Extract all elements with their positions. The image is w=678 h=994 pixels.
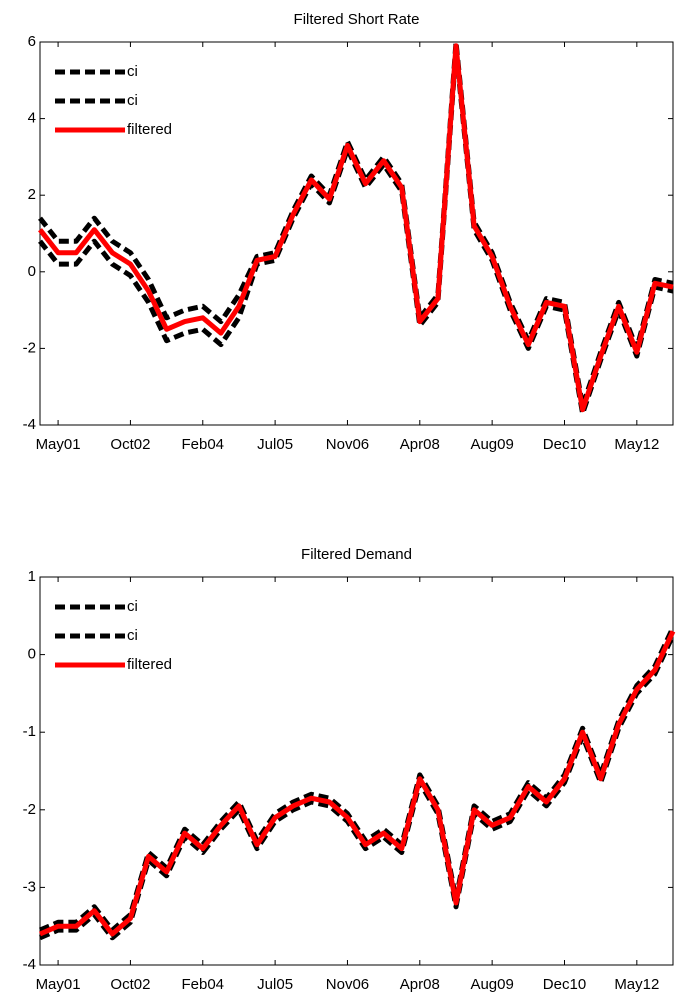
x-tick-label: Nov06 bbox=[326, 976, 369, 993]
x-tick-label: Feb04 bbox=[181, 436, 224, 453]
y-tick-label: 1 bbox=[28, 568, 36, 585]
y-tick-label: -3 bbox=[23, 878, 36, 895]
y-tick-label: 2 bbox=[28, 186, 36, 203]
x-tick-label: Jul05 bbox=[257, 436, 293, 453]
y-tick-label: 0 bbox=[28, 263, 36, 280]
x-tick-label: Aug09 bbox=[470, 436, 513, 453]
x-tick-label: Feb04 bbox=[181, 976, 224, 993]
series-line bbox=[38, 43, 674, 413]
y-tick-label: -4 bbox=[23, 956, 36, 973]
y-tick-label: -2 bbox=[23, 801, 36, 818]
x-tick-label: May01 bbox=[36, 436, 81, 453]
x-tick-label: May12 bbox=[614, 976, 659, 993]
y-tick-label: 6 bbox=[28, 33, 36, 50]
y-tick-label: -2 bbox=[23, 339, 36, 356]
series-line bbox=[39, 630, 676, 937]
x-tick-label: Apr08 bbox=[400, 976, 440, 993]
y-tick-label: -1 bbox=[23, 723, 36, 740]
legend-label: ci bbox=[127, 627, 138, 644]
legend-label: ci bbox=[127, 598, 138, 615]
plot-area bbox=[39, 41, 674, 426]
x-tick-label: Oct02 bbox=[110, 976, 150, 993]
chart-title: Filtered Demand bbox=[301, 546, 412, 563]
x-tick-label: Aug09 bbox=[470, 976, 513, 993]
x-tick-label: Oct02 bbox=[110, 436, 150, 453]
y-tick-label: 4 bbox=[28, 110, 36, 127]
legend-label: ci bbox=[127, 63, 138, 80]
x-tick-label: May12 bbox=[614, 436, 659, 453]
y-tick-label: -4 bbox=[23, 416, 36, 433]
x-tick-label: May01 bbox=[36, 976, 81, 993]
x-tick-label: Dec10 bbox=[543, 436, 586, 453]
legend-label: filtered bbox=[127, 121, 172, 138]
y-tick-label: 0 bbox=[28, 646, 36, 663]
x-tick-label: Apr08 bbox=[400, 436, 440, 453]
x-tick-label: Jul05 bbox=[257, 976, 293, 993]
chart-title: Filtered Short Rate bbox=[294, 11, 420, 28]
legend-label: ci bbox=[127, 92, 138, 109]
legend-label: filtered bbox=[127, 656, 172, 673]
x-tick-label: Nov06 bbox=[326, 436, 369, 453]
x-tick-label: Dec10 bbox=[543, 976, 586, 993]
